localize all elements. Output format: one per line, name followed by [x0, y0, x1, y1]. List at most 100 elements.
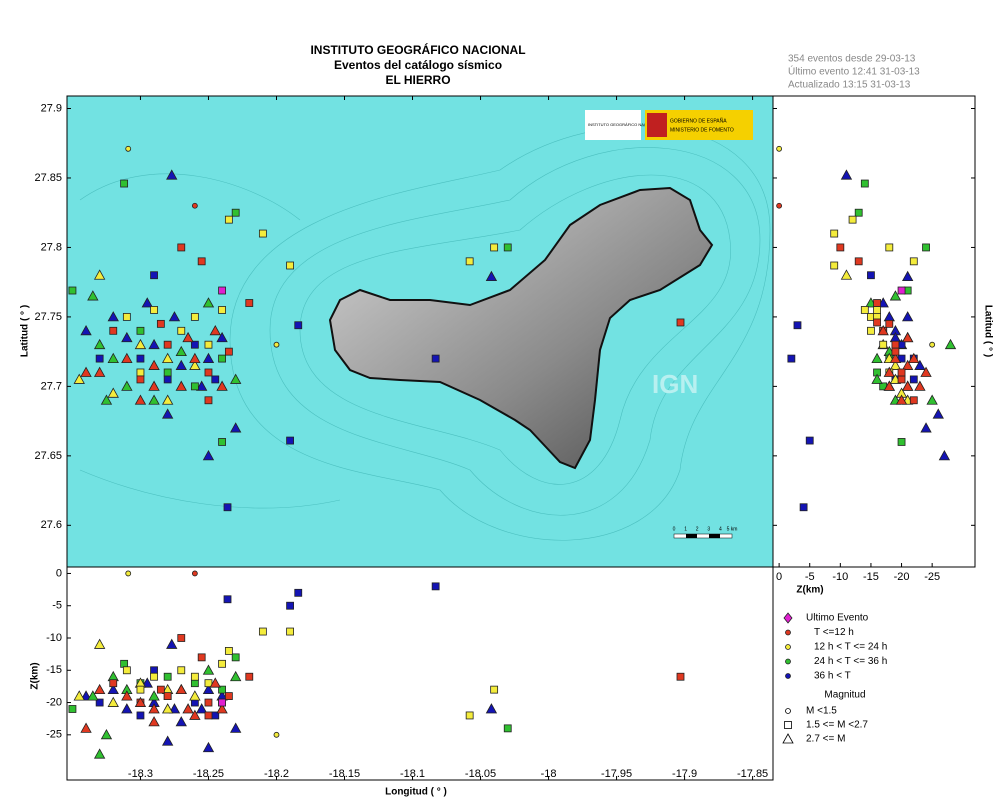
event-map — [224, 347, 233, 356]
x-tick-label: -18.1 — [400, 768, 425, 780]
event-depth-lat — [848, 215, 857, 224]
event-lon-depth — [294, 588, 303, 597]
event-map — [294, 321, 303, 330]
event-map — [87, 290, 99, 301]
z-axis-title: Z(km) — [796, 585, 823, 596]
scale-bar — [673, 533, 733, 539]
y-axis-title: Latitud ( ° ) — [20, 305, 31, 357]
event-lon-depth — [182, 703, 194, 714]
event-lon-depth — [465, 711, 474, 720]
event-lon-depth — [485, 703, 498, 714]
event-map — [485, 270, 498, 282]
event-lon-depth — [218, 698, 226, 707]
x-tick-label: -18.05 — [465, 768, 496, 780]
scale-label: 2 — [696, 526, 699, 532]
event-map — [202, 297, 215, 308]
info-line: Último evento 12:41 31-03-13 — [788, 65, 920, 78]
event-map — [216, 331, 228, 343]
event-map — [204, 340, 213, 349]
event-lon-depth — [224, 692, 233, 700]
y-tick-label: 27.65 — [34, 450, 62, 462]
event-map — [93, 269, 106, 280]
legend-label: 36 h < T — [814, 671, 851, 682]
event-map — [121, 352, 133, 363]
legend-marker — [783, 612, 793, 624]
info-line: 354 eventos desde 29-03-13 — [788, 54, 916, 65]
event-lon-depth — [189, 709, 201, 720]
event-lon-depth — [195, 703, 208, 714]
event-map — [120, 179, 129, 188]
depth-lat-frame — [772, 95, 976, 568]
header-subtitle: Eventos del catálogo sísmico — [334, 58, 502, 72]
event-depth-lat — [897, 438, 906, 446]
event-map — [503, 243, 512, 252]
event-map — [80, 366, 92, 377]
event-map — [218, 438, 226, 446]
event-lon-depth — [68, 705, 77, 713]
event-lon-depth — [121, 690, 133, 701]
event-map — [150, 306, 158, 314]
event-depth-lat — [932, 408, 944, 419]
event-map — [68, 286, 77, 295]
event-map — [107, 387, 119, 398]
event-lon-depth — [190, 672, 199, 681]
event-depth-lat — [830, 261, 839, 270]
event-lon-depth — [229, 670, 242, 682]
legend-marker — [785, 673, 791, 679]
event-depth-lat — [873, 299, 881, 307]
event-lon-depth — [224, 647, 233, 655]
event-map — [150, 271, 158, 280]
event-lon-depth — [93, 638, 106, 649]
event-lon-depth — [163, 692, 172, 700]
event-depth-lat — [873, 318, 881, 327]
z-tick-label: -10 — [832, 571, 848, 583]
event-map — [465, 257, 474, 266]
event-depth-lat — [830, 229, 839, 238]
event-depth-lat — [909, 396, 918, 405]
event-lon-depth — [209, 677, 221, 688]
event-map — [95, 354, 104, 363]
event-depth-lat — [799, 503, 808, 512]
event-depth-lat — [787, 354, 796, 363]
event-lon-depth — [218, 659, 226, 668]
event-lon-depth — [216, 703, 228, 714]
event-depth-lat — [877, 324, 889, 336]
event-map — [134, 394, 147, 405]
event-lon-depth — [191, 570, 198, 577]
event-map — [229, 422, 242, 433]
z-tick-label: -20 — [894, 571, 910, 583]
event-lon-depth — [273, 731, 280, 738]
event-map — [218, 354, 226, 363]
event-depth-lat — [776, 145, 783, 152]
z-tick-label: 0 — [776, 571, 782, 583]
event-map — [223, 503, 232, 512]
event-depth-lat — [873, 306, 881, 314]
event-lon-depth — [175, 683, 187, 695]
event-lon-depth — [150, 666, 158, 675]
event-lon-depth — [107, 683, 119, 695]
event-map — [190, 313, 199, 321]
event-map — [191, 202, 198, 209]
event-lon-depth — [503, 724, 512, 733]
info-line: Actualizado 13:15 31-03-13 — [788, 80, 911, 91]
event-depth-lat — [889, 359, 902, 370]
logo-ign — [585, 110, 641, 140]
z-tick-label: -15 — [863, 571, 879, 583]
event-map — [229, 373, 242, 384]
event-depth-lat — [793, 321, 802, 330]
event-lon-depth — [177, 634, 186, 642]
event-depth-lat — [897, 286, 906, 295]
event-lon-depth — [148, 716, 160, 727]
event-map — [175, 380, 187, 391]
event-depth-lat — [901, 359, 914, 370]
event-map — [216, 380, 228, 391]
scale-label: 4 — [719, 526, 722, 532]
event-map — [224, 215, 233, 224]
event-map — [273, 341, 280, 348]
event-depth-lat — [901, 380, 914, 391]
event-lon-depth — [80, 722, 92, 733]
event-lon-depth — [136, 711, 145, 720]
event-map — [431, 354, 440, 363]
scale-label: 1 — [684, 526, 687, 532]
event-depth-lat — [854, 257, 863, 266]
